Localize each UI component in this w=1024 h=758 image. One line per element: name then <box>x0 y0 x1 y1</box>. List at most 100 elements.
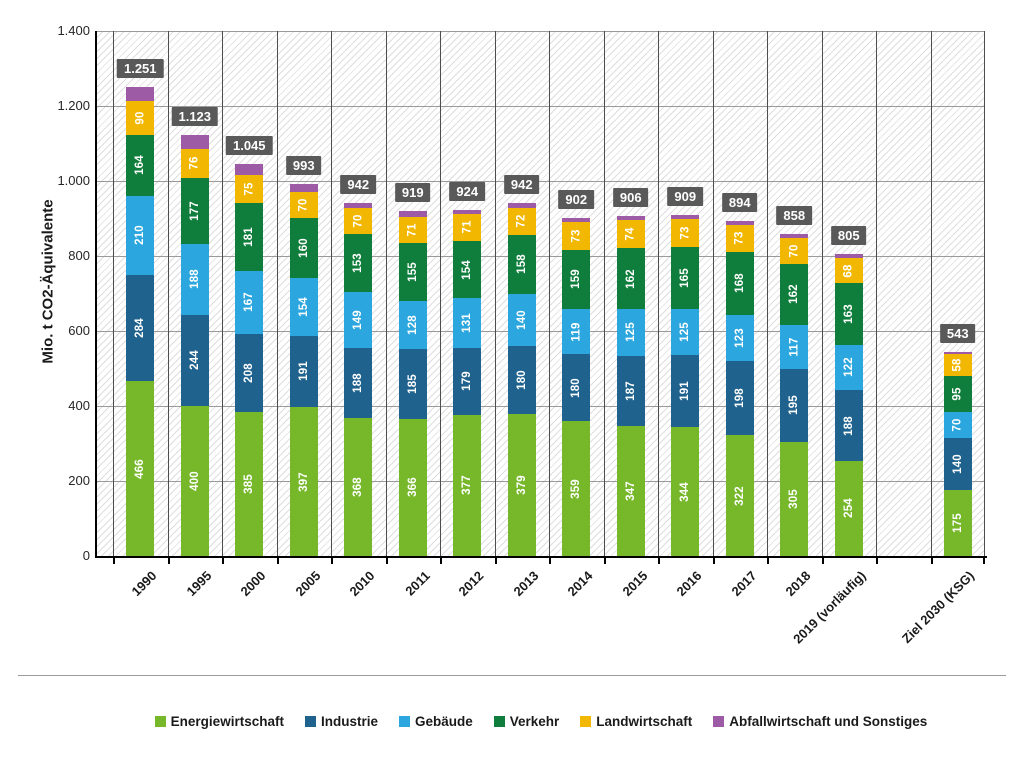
gridline-horizontal <box>97 331 985 332</box>
x-axis-tick <box>440 558 442 564</box>
segment-value-label: 68 <box>842 264 855 278</box>
x-axis-tick <box>767 558 769 564</box>
segment-value-label: 397 <box>297 471 310 492</box>
segment-value-label: 368 <box>352 477 365 497</box>
total-label-Ziel 2030 (KSG): 543 <box>939 324 976 344</box>
segment-Verkehr: 154 <box>453 240 482 299</box>
segment-value-label: 163 <box>842 304 855 324</box>
total-label-2017: 894 <box>721 192 758 212</box>
segment-Abfallwirtschaft und Sonstiges <box>180 134 209 150</box>
segment-Energiewirtschaft: 377 <box>453 414 482 556</box>
segment-value-label: 74 <box>624 227 637 241</box>
segment-Verkehr: 158 <box>507 234 536 294</box>
segment-Landwirtschaft: 73 <box>671 219 700 247</box>
segment-value-label: 322 <box>733 485 746 506</box>
bar-2000: 385 208 167 181 75 <box>235 164 264 556</box>
segment-value-label: 175 <box>951 513 964 534</box>
gridline-vertical <box>113 31 114 556</box>
segment-value-label: 122 <box>842 357 855 378</box>
segment-value-label: 160 <box>297 237 310 258</box>
segment-value-label: 344 <box>679 481 692 502</box>
segment-Gebäude: 210 <box>126 196 155 275</box>
segment-Verkehr: 95 <box>943 376 972 412</box>
x-axis-tick <box>331 558 333 564</box>
legend-item-Energiewirtschaft: Energiewirtschaft <box>154 714 284 729</box>
segment-Verkehr: 159 <box>562 249 591 310</box>
segment-Landwirtschaft: 71 <box>398 216 427 244</box>
x-tick-label-text: 2000 <box>237 568 269 600</box>
plot-area: 466 284 210 164 90 1.251 400 244 188 177 76 1.123 38… <box>97 31 985 556</box>
bar-2016: 344 191 125 165 73 <box>671 215 700 556</box>
segment-Verkehr: 164 <box>126 134 155 196</box>
segment-Gebäude: 140 <box>507 293 536 347</box>
segment-Industrie: 198 <box>725 361 754 436</box>
x-axis-tick <box>167 558 170 564</box>
segment-Industrie: 140 <box>943 437 972 491</box>
segment-Energiewirtschaft: 397 <box>289 407 318 556</box>
segment-Energiewirtschaft: 175 <box>943 490 972 556</box>
segment-Landwirtschaft: 72 <box>507 207 536 235</box>
segment-value-label: 125 <box>624 322 637 343</box>
segment-value-label: 187 <box>624 380 637 401</box>
legend-item-Verkehr: Verkehr <box>493 714 559 729</box>
segment-Gebäude: 167 <box>235 271 264 334</box>
segment-value-label: 191 <box>297 361 310 382</box>
segment-Verkehr: 181 <box>235 203 264 271</box>
legend-swatch-icon <box>580 716 592 727</box>
segment-Abfallwirtschaft und Sonstiges <box>453 209 482 214</box>
segment-Industrie: 179 <box>453 347 482 415</box>
segment-value-label: 177 <box>188 200 201 221</box>
segment-Verkehr: 163 <box>834 283 863 345</box>
segment-Abfallwirtschaft und Sonstiges <box>671 215 700 220</box>
segment-Abfallwirtschaft und Sonstiges <box>616 216 645 221</box>
gridline-vertical <box>222 31 223 556</box>
x-tick-label-text: Ziel 2030 (KSG) <box>899 568 978 647</box>
segment-Energiewirtschaft: 385 <box>235 411 264 556</box>
segment-value-label: 284 <box>134 318 147 338</box>
legend-swatch-icon <box>304 716 316 727</box>
segment-value-label: 198 <box>733 388 746 409</box>
segment-Industrie: 185 <box>398 349 427 419</box>
gridline-vertical <box>876 31 877 556</box>
bar-2013: 379 180 140 158 72 <box>507 202 536 556</box>
legend-item-label: Abfallwirtschaft und Sonstiges <box>729 714 928 729</box>
y-axis-line <box>95 31 97 558</box>
y-axis-tick-label: 200 <box>68 473 90 488</box>
segment-value-label: 119 <box>570 321 583 342</box>
segment-Abfallwirtschaft und Sonstiges <box>289 183 318 192</box>
x-axis-tick <box>876 558 878 564</box>
gridline-horizontal <box>97 181 985 182</box>
gridline-vertical <box>549 31 550 556</box>
segment-value-label: 305 <box>788 488 801 509</box>
segment-value-label: 188 <box>352 372 365 393</box>
x-tick-label-text: 2013 <box>510 568 542 600</box>
bar-2018: 305 195 117 162 70 <box>780 234 809 556</box>
gridline-vertical <box>167 31 169 556</box>
legend-item-Industrie: Industrie <box>304 714 378 729</box>
segment-value-label: 210 <box>134 225 147 246</box>
gridline-vertical <box>603 31 605 556</box>
segment-value-label: 162 <box>624 268 637 289</box>
segment-value-label: 188 <box>842 415 855 436</box>
segment-Abfallwirtschaft und Sonstiges <box>126 86 155 101</box>
segment-Energiewirtschaft: 359 <box>562 421 591 556</box>
segment-Landwirtschaft: 90 <box>126 100 155 135</box>
total-label-2012: 924 <box>449 181 486 201</box>
segment-Industrie: 188 <box>834 390 863 461</box>
total-label-2013: 942 <box>503 174 540 194</box>
bar-2011: 366 185 128 155 71 <box>398 211 427 556</box>
total-label-1995: 1.123 <box>171 106 219 126</box>
segment-value-label: 72 <box>515 214 528 228</box>
segment-value-label: 131 <box>461 313 474 333</box>
segment-value-label: 76 <box>188 156 201 170</box>
segment-Verkehr: 177 <box>180 177 209 244</box>
x-axis-tick <box>113 558 115 564</box>
segment-value-label: 140 <box>515 310 528 331</box>
segment-Industrie: 191 <box>671 355 700 427</box>
segment-Industrie: 191 <box>289 335 318 408</box>
segment-value-label: 385 <box>243 473 256 494</box>
segment-Landwirtschaft: 70 <box>344 208 373 235</box>
gridline-horizontal <box>97 256 985 257</box>
total-label-2005: 993 <box>285 155 322 175</box>
